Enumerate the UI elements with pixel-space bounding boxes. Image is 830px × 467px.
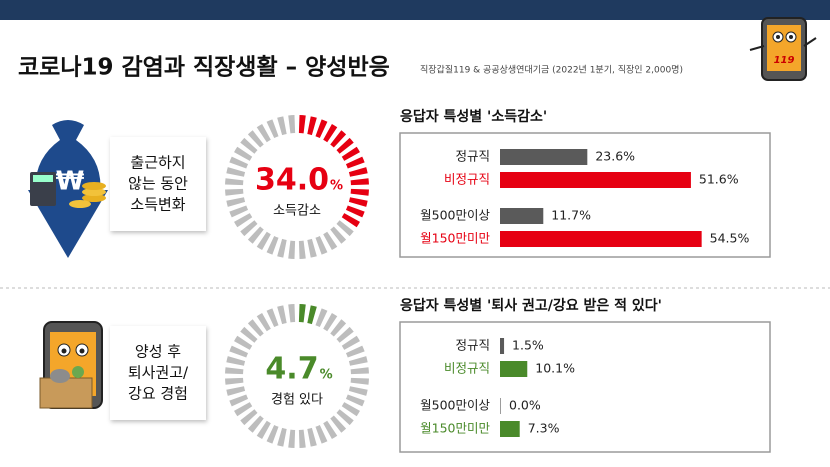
gauge-value: 34.0 bbox=[255, 163, 329, 198]
logo-text: 119 bbox=[774, 55, 795, 66]
category-label: 월150만미만 bbox=[420, 231, 490, 246]
value-label: 7.3% bbox=[528, 421, 560, 436]
gauge-label: 양성 후 bbox=[135, 343, 181, 361]
label-box bbox=[110, 326, 206, 420]
value-label: 1.5% bbox=[512, 338, 544, 353]
gauge-caption: 소득감소 bbox=[273, 204, 321, 219]
category-label: 월500만이상 bbox=[420, 398, 490, 413]
category-label: 정규직 bbox=[455, 149, 490, 164]
panel-title: 응답자 특성별 '퇴사 권고/강요 받은 적 있다' bbox=[400, 297, 662, 314]
gauge-unit: % bbox=[320, 368, 333, 383]
gauge-label: 소득변화 bbox=[130, 196, 185, 214]
bar bbox=[500, 208, 544, 224]
title: 코로나19 감염과 직장생활 – 양성반응 bbox=[18, 55, 390, 81]
bar bbox=[500, 361, 528, 377]
bar bbox=[500, 398, 501, 414]
panel-title: 응답자 특성별 '소득감소' bbox=[400, 108, 547, 125]
mascot-logo: 119 bbox=[749, 17, 817, 81]
value-label: 0.0% bbox=[509, 398, 541, 413]
category-label: 비정규직 bbox=[444, 361, 490, 376]
gauge-label: 출근하지 bbox=[130, 154, 185, 172]
source: 직장갑질119 & 공공상생연대기금 (2022년 1분기, 직장인 2,000… bbox=[420, 64, 683, 76]
label-box bbox=[110, 137, 206, 231]
gauge-label: 강요 경험 bbox=[128, 385, 188, 403]
value-label: 23.6% bbox=[595, 149, 635, 164]
bar bbox=[500, 149, 588, 165]
panel-box bbox=[399, 321, 771, 453]
category-label: 월500만이상 bbox=[420, 208, 490, 223]
gauge-label: 않는 동안 bbox=[128, 175, 188, 193]
value-label: 11.7% bbox=[551, 208, 591, 223]
svg-text:₩: ₩ bbox=[56, 167, 85, 197]
bar bbox=[500, 421, 520, 437]
gauge-caption: 경험 있다 bbox=[271, 393, 323, 408]
category-label: 정규직 bbox=[455, 338, 490, 353]
category-label: 월150만미만 bbox=[420, 421, 490, 436]
gauge-fill bbox=[298, 304, 317, 325]
gauge-fill bbox=[298, 115, 369, 228]
top-bar bbox=[0, 0, 830, 20]
bar bbox=[500, 172, 691, 188]
gauge-label: 퇴사권고/ bbox=[128, 364, 189, 382]
gauge-unit: % bbox=[330, 179, 343, 194]
bar bbox=[500, 338, 505, 354]
value-label: 54.5% bbox=[710, 231, 750, 246]
bar bbox=[500, 231, 702, 247]
value-label: 51.6% bbox=[699, 172, 739, 187]
mascot-box-icon bbox=[39, 321, 103, 409]
money-bag-icon: ₩ bbox=[28, 120, 108, 258]
value-label: 10.1% bbox=[535, 361, 575, 376]
category-label: 비정규직 bbox=[444, 172, 490, 187]
gauge-value: 4.7 bbox=[265, 352, 318, 387]
